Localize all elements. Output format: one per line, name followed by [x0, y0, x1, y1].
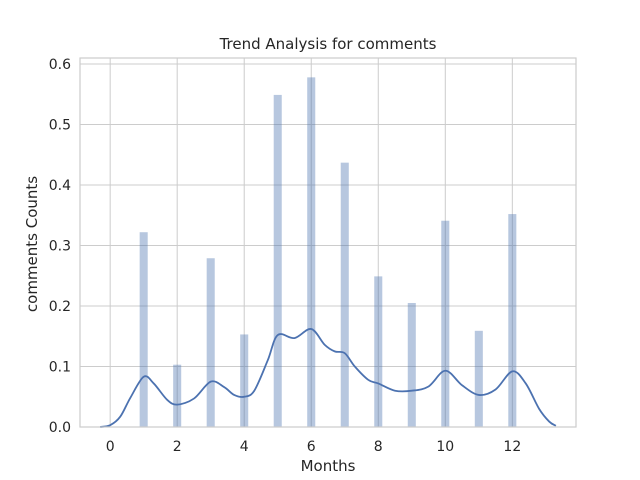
bar: [139, 232, 148, 427]
y-tick-label: 0.3: [49, 239, 71, 255]
y-axis-label: comments Counts: [23, 176, 41, 312]
plot-border: [79, 57, 577, 428]
y-tick-label: 0.1: [49, 360, 71, 376]
bar: [508, 214, 517, 427]
x-tick-label: 12: [503, 439, 521, 455]
bar: [240, 334, 249, 427]
bar: [374, 276, 383, 427]
y-tick-label: 0.2: [49, 299, 71, 315]
x-tick-label: 4: [240, 439, 249, 455]
x-tick-label: 8: [374, 439, 383, 455]
bar: [474, 330, 483, 427]
y-tick-label: 0.4: [49, 178, 71, 194]
density-curve: [99, 328, 557, 428]
bars: [139, 77, 517, 428]
bar: [206, 258, 215, 427]
chart-title: Trend Analysis for comments: [219, 35, 437, 53]
density-line: [99, 328, 557, 428]
x-tick-label: 10: [436, 439, 454, 455]
y-tick-label: 0.0: [49, 420, 71, 436]
tick-labels: 0 2 4 6 8 10 12 0.0 0.1 0.2 0.3 0.4 0.5 0.6: [49, 57, 522, 455]
x-axis-label: Months: [301, 457, 356, 475]
bar: [441, 220, 450, 427]
bar: [307, 77, 316, 428]
bar: [340, 162, 349, 427]
y-tick-label: 0.6: [49, 57, 71, 73]
grid: [80, 58, 576, 428]
plot-frame: [79, 57, 577, 428]
y-tick-label: 0.5: [49, 118, 71, 134]
bar: [407, 302, 416, 427]
bar: [173, 364, 182, 427]
x-tick-label: 0: [106, 439, 115, 455]
x-tick-label: 6: [307, 439, 316, 455]
x-tick-label: 2: [173, 439, 182, 455]
bar: [273, 94, 282, 428]
